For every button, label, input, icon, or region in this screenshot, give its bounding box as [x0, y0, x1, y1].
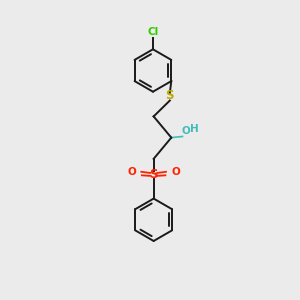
Text: S: S [149, 168, 158, 181]
Text: S: S [166, 89, 174, 102]
Text: Cl: Cl [147, 27, 159, 37]
Text: H: H [190, 124, 198, 134]
Text: O: O [127, 167, 136, 177]
Text: O: O [171, 167, 180, 177]
Text: O: O [182, 126, 190, 136]
